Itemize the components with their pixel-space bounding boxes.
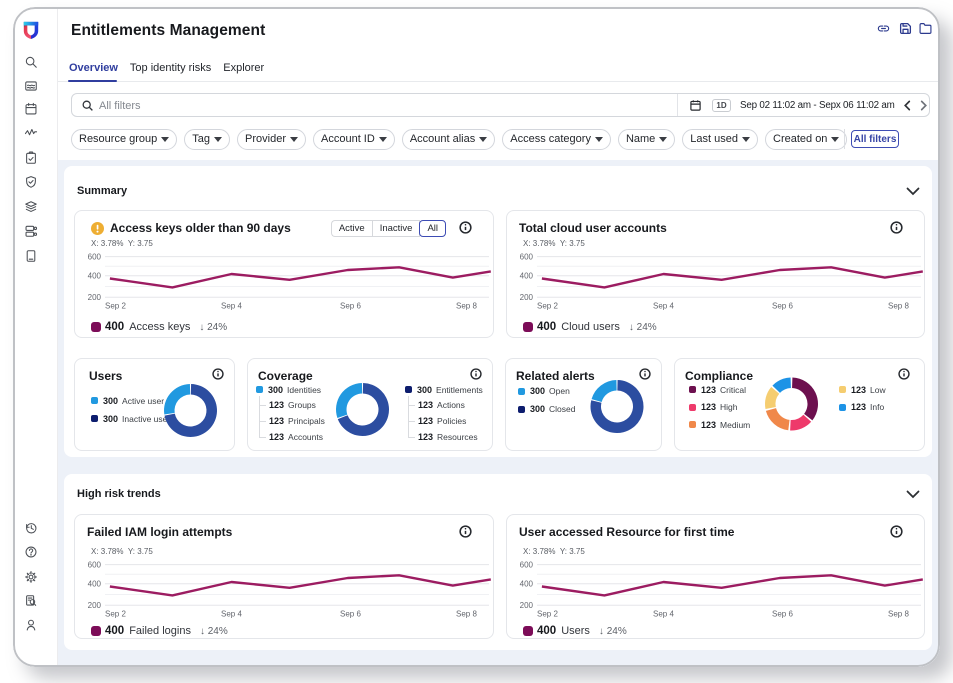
svg-text:Sep 4: Sep 4 <box>221 610 242 619</box>
svg-text:Sep 6: Sep 6 <box>772 302 793 311</box>
svg-text:200: 200 <box>520 601 534 610</box>
svg-text:600: 600 <box>88 253 102 262</box>
svg-text:Sep 4: Sep 4 <box>653 302 674 311</box>
svg-text:200: 200 <box>520 293 534 302</box>
svg-text:200: 200 <box>88 601 102 610</box>
svg-text:Sep 4: Sep 4 <box>221 302 242 311</box>
svg-text:200: 200 <box>88 293 102 302</box>
svg-text:400: 400 <box>88 580 102 589</box>
svg-text:Sep 8: Sep 8 <box>888 610 909 619</box>
svg-text:600: 600 <box>88 561 102 570</box>
svg-text:Sep 2: Sep 2 <box>105 302 126 311</box>
svg-text:600: 600 <box>520 253 534 262</box>
svg-text:Sep 6: Sep 6 <box>340 302 361 311</box>
svg-text:600: 600 <box>520 561 534 570</box>
svg-text:Sep 8: Sep 8 <box>888 302 909 311</box>
svg-text:Sep 8: Sep 8 <box>456 302 477 311</box>
svg-text:Sep 2: Sep 2 <box>105 610 126 619</box>
svg-text:400: 400 <box>520 580 534 589</box>
svg-text:Sep 6: Sep 6 <box>772 610 793 619</box>
svg-text:Sep 6: Sep 6 <box>340 610 361 619</box>
svg-text:Sep 2: Sep 2 <box>537 610 558 619</box>
svg-text:Sep 2: Sep 2 <box>537 302 558 311</box>
svg-text:Sep 8: Sep 8 <box>456 610 477 619</box>
svg-text:400: 400 <box>88 272 102 281</box>
svg-text:400: 400 <box>520 272 534 281</box>
svg-text:Sep 4: Sep 4 <box>653 610 674 619</box>
